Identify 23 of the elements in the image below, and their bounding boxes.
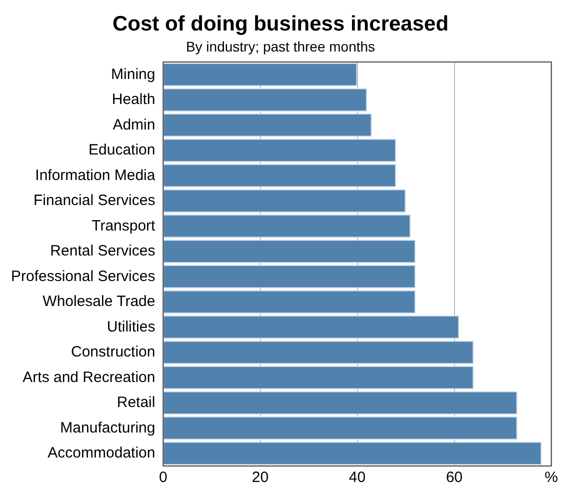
y-tick-label: Transport <box>92 217 156 234</box>
x-tick-label: 20 <box>252 469 269 486</box>
x-tick-label: % <box>544 469 558 486</box>
y-tick-label: Accommodation <box>48 444 156 462</box>
y-tick-label: Utilities <box>106 318 156 336</box>
y-tick-label: Mining <box>111 66 156 83</box>
y-tick-label: Admin <box>112 116 156 134</box>
y-tick-label: Rental Services <box>50 242 156 260</box>
chart-title: Cost of doing business increased <box>112 12 449 36</box>
x-tick-label: 40 <box>348 469 366 486</box>
x-tick-label: 60 <box>446 469 463 486</box>
y-tick-label: Financial Services <box>34 192 156 210</box>
y-tick-label: Wholesale Trade <box>42 293 156 310</box>
y-tick-label: Professional Services <box>10 268 156 285</box>
x-tick-label: 0 <box>159 469 168 486</box>
chart-subtitle: By industry; past three months <box>186 38 376 54</box>
y-tick-label: Retail <box>116 394 156 412</box>
y-tick-label: Information Media <box>35 166 156 184</box>
y-tick-label: Education <box>88 142 156 159</box>
y-tick-label: Health <box>112 91 156 108</box>
y-tick-label: Manufacturing <box>60 419 156 436</box>
y-tick-label: Arts and Recreation <box>22 368 156 386</box>
y-tick-label: Construction <box>71 344 156 361</box>
